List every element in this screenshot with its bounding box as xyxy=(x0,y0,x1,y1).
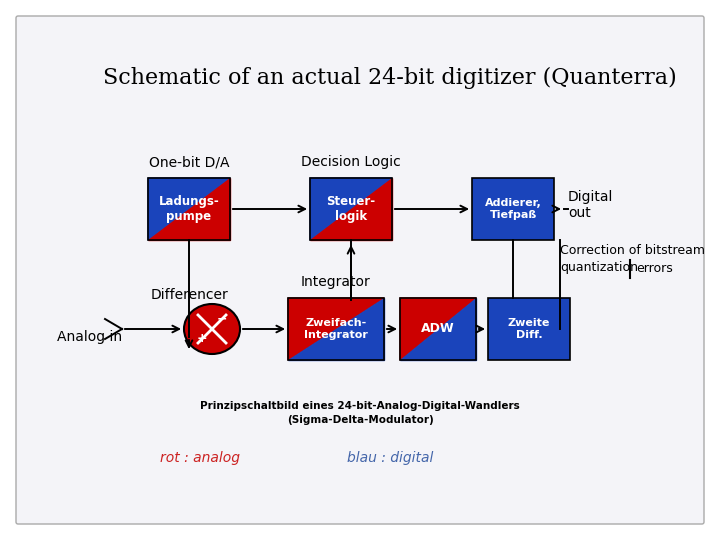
Bar xyxy=(310,178,392,240)
Text: quantization: quantization xyxy=(560,261,638,274)
Text: Ladungs-
pumpe: Ladungs- pumpe xyxy=(158,195,220,223)
Text: One-bit D/A: One-bit D/A xyxy=(149,155,229,169)
Text: Differencer: Differencer xyxy=(150,288,228,302)
Polygon shape xyxy=(310,178,392,240)
Text: Correction of bitstream: Correction of bitstream xyxy=(560,244,705,256)
Polygon shape xyxy=(400,298,476,360)
Text: Integrator: Integrator xyxy=(301,275,371,289)
Bar xyxy=(288,298,384,360)
Text: Addierer,
Tiefpaß: Addierer, Tiefpaß xyxy=(485,198,541,220)
Text: blau : digital: blau : digital xyxy=(347,451,433,465)
Polygon shape xyxy=(288,298,384,360)
Text: Steuer-
logik: Steuer- logik xyxy=(326,195,376,223)
Text: −: − xyxy=(217,313,228,326)
Bar xyxy=(488,298,570,360)
Text: Analog in: Analog in xyxy=(58,330,122,344)
Bar xyxy=(148,178,230,240)
Text: Digital
out: Digital out xyxy=(568,190,613,220)
FancyBboxPatch shape xyxy=(16,16,704,524)
Bar xyxy=(472,178,554,240)
Text: rot : analog: rot : analog xyxy=(160,451,240,465)
Polygon shape xyxy=(288,298,384,360)
Text: Zweifach-
Integrator: Zweifach- Integrator xyxy=(304,318,368,340)
Text: Decision Logic: Decision Logic xyxy=(301,155,401,169)
Text: Prinzipschaltbild eines 24-bit-Analog-Digital-Wandlers: Prinzipschaltbild eines 24-bit-Analog-Di… xyxy=(200,401,520,411)
Ellipse shape xyxy=(184,304,240,354)
Text: Zweite
Diff.: Zweite Diff. xyxy=(508,318,550,340)
Text: +: + xyxy=(197,333,207,346)
Polygon shape xyxy=(148,178,230,240)
Polygon shape xyxy=(400,298,476,360)
Bar xyxy=(400,298,476,360)
Text: Schematic of an actual 24-bit digitizer (Quanterra): Schematic of an actual 24-bit digitizer … xyxy=(103,67,677,89)
Polygon shape xyxy=(148,178,230,240)
Text: ADW: ADW xyxy=(421,322,455,335)
Text: errors: errors xyxy=(636,261,672,274)
Polygon shape xyxy=(310,178,392,240)
Text: (Sigma-Delta-Modulator): (Sigma-Delta-Modulator) xyxy=(287,415,433,425)
